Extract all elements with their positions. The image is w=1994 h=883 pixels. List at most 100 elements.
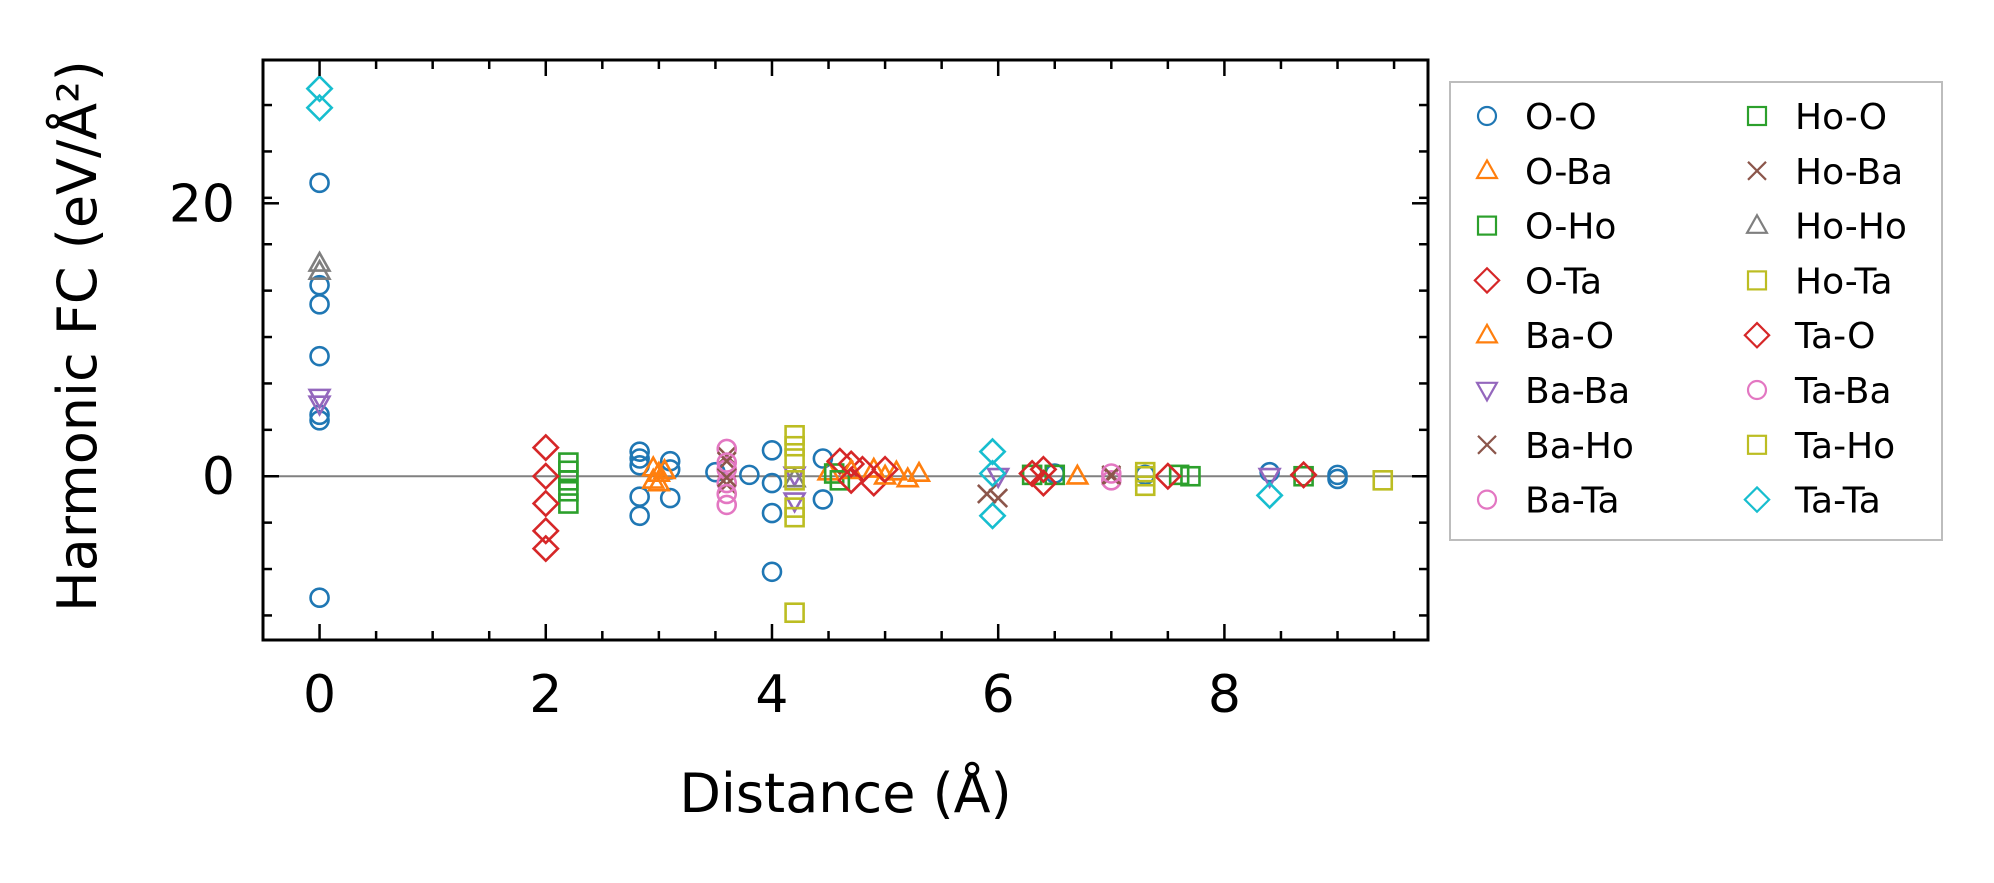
data-point [531, 534, 560, 563]
x-tick-label: 4 [755, 665, 788, 725]
legend-marker [1747, 161, 1767, 181]
data-point [1255, 481, 1284, 510]
x-tick-label: 8 [1208, 665, 1241, 725]
legend-marker [1477, 435, 1497, 455]
x-tick-label: 0 [303, 665, 336, 725]
data-point [1168, 464, 1190, 486]
data-point [1153, 462, 1182, 491]
legend-label: Ta-Ta [1794, 481, 1881, 522]
data-point [305, 74, 334, 103]
series-ho-ho [307, 250, 807, 488]
data-point [531, 516, 560, 545]
data-point [739, 464, 760, 486]
y-tick-label: 0 [202, 447, 235, 507]
data-point [629, 441, 650, 462]
data-point [761, 472, 783, 494]
x-tick-label: 2 [529, 665, 562, 725]
legend-marker [1746, 434, 1768, 455]
data-point [629, 486, 650, 508]
legend-label: Ta-O [1794, 316, 1875, 357]
data-point [782, 492, 807, 514]
data-point [1101, 463, 1122, 484]
axes: 0 2 4 6 8 0 20 [169, 58, 1430, 725]
legend-marker [1475, 158, 1499, 180]
x-tick-label: 6 [982, 665, 1015, 725]
data-point [761, 502, 783, 524]
data-point [884, 459, 909, 481]
data-point [652, 457, 677, 480]
data-point [558, 493, 579, 514]
data-point [305, 93, 334, 122]
legend-marker [1476, 105, 1498, 127]
series-ta-ta [305, 74, 1284, 530]
data-point [839, 457, 864, 480]
legend-label: Ba-O [1525, 316, 1614, 357]
legend-marker [1476, 489, 1498, 510]
data-point [309, 587, 330, 608]
data-point [861, 456, 886, 478]
legend-label: Ta-Ho [1794, 426, 1895, 467]
series-ta-ho [784, 435, 1156, 624]
legend-label: Ho-Ta [1795, 261, 1893, 302]
legend-marker [1473, 266, 1501, 295]
data-point [1259, 461, 1280, 483]
data-point [307, 250, 332, 272]
data-point [558, 480, 579, 502]
series-o-o [309, 172, 1348, 608]
data-point [986, 467, 1011, 490]
data-point [829, 470, 851, 491]
data-point [784, 424, 805, 446]
data-point [716, 472, 738, 494]
data-point [784, 448, 805, 469]
plot-frame [261, 58, 1430, 642]
legend-label: Ho-Ho [1795, 207, 1907, 248]
data-point [531, 489, 560, 518]
legend-label: Ho-O [1795, 97, 1887, 138]
legend-label: O-O [1525, 97, 1597, 138]
data-point [309, 409, 330, 431]
data-point [307, 388, 332, 411]
legend-marker [1476, 215, 1498, 236]
legend-label: Ba-Ta [1525, 481, 1620, 522]
data-point [784, 497, 805, 518]
legend-label: Ta-Ba [1794, 371, 1892, 412]
data-point [307, 395, 332, 417]
legend-box [1449, 81, 1943, 541]
data-point [976, 484, 997, 504]
data-point [1065, 463, 1090, 485]
data-point [782, 465, 807, 488]
y-axis-title: Harmonic FC (eV/Å²) [45, 60, 109, 612]
legend-marker [1743, 321, 1771, 349]
data-point [871, 455, 900, 484]
series-ba-o [646, 457, 1090, 492]
data-point [784, 435, 805, 457]
data-point [659, 487, 681, 509]
data-point [531, 433, 560, 462]
legend-label: Ho-Ba [1795, 152, 1903, 193]
data-point [1029, 455, 1058, 484]
data-point [978, 501, 1007, 530]
legend: O-O O-Ba O-Ho O-Ta Ba-O Ba-Ba Ba-Ho Ba-Ta Ho-O Ho… [1449, 81, 1943, 541]
data-point [784, 602, 805, 624]
data-point [531, 462, 560, 491]
data-point [716, 467, 737, 488]
legend-marker [1746, 270, 1768, 291]
data-point [872, 463, 898, 485]
data-point [1134, 465, 1156, 487]
series-ta-ba [716, 452, 1122, 505]
legend-marker [1746, 105, 1768, 127]
legend-marker [1743, 485, 1771, 514]
data-point [978, 459, 1007, 488]
legend-marker [1746, 379, 1768, 401]
legend-label: Ba-Ba [1525, 371, 1630, 412]
data-point [837, 466, 866, 495]
data-point [812, 489, 834, 510]
data-point [646, 470, 671, 492]
data-point [1289, 460, 1318, 489]
plot-content [263, 74, 1428, 624]
legend-marker [1475, 322, 1499, 344]
data-point [761, 561, 783, 583]
data-point [895, 465, 920, 488]
x-axis-title: Distance (Å) [679, 761, 1011, 825]
